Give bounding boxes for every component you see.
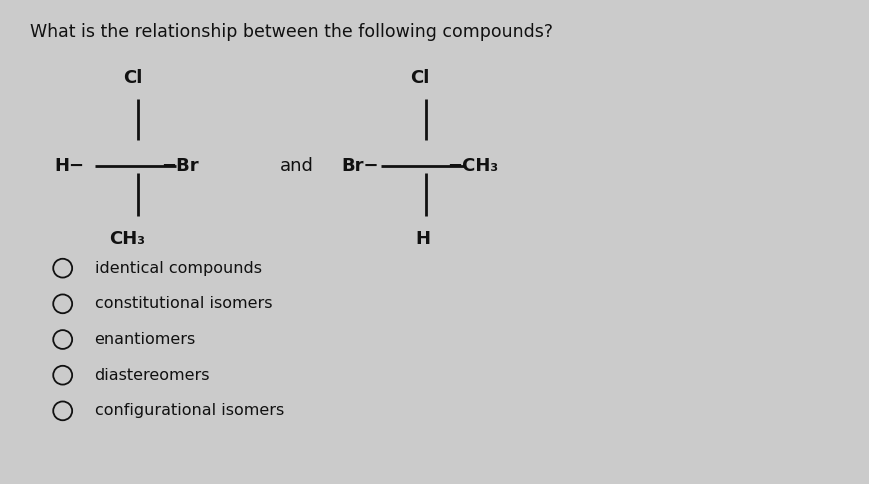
Text: H−: H− xyxy=(54,157,84,175)
Text: Cl: Cl xyxy=(410,69,430,88)
Text: constitutional isomers: constitutional isomers xyxy=(95,296,272,311)
Text: Br−: Br− xyxy=(342,157,379,175)
Text: enantiomers: enantiomers xyxy=(95,332,196,347)
Text: −Br: −Br xyxy=(161,157,198,175)
Text: configurational isomers: configurational isomers xyxy=(95,403,284,418)
Text: H: H xyxy=(415,230,430,248)
Text: diastereomers: diastereomers xyxy=(95,368,210,383)
Text: and: and xyxy=(280,157,314,175)
Text: CH₃: CH₃ xyxy=(109,230,145,248)
Text: −CH₃: −CH₃ xyxy=(448,157,499,175)
Text: Cl: Cl xyxy=(123,69,143,88)
Text: What is the relationship between the following compounds?: What is the relationship between the fol… xyxy=(30,23,553,41)
Text: identical compounds: identical compounds xyxy=(95,261,262,276)
